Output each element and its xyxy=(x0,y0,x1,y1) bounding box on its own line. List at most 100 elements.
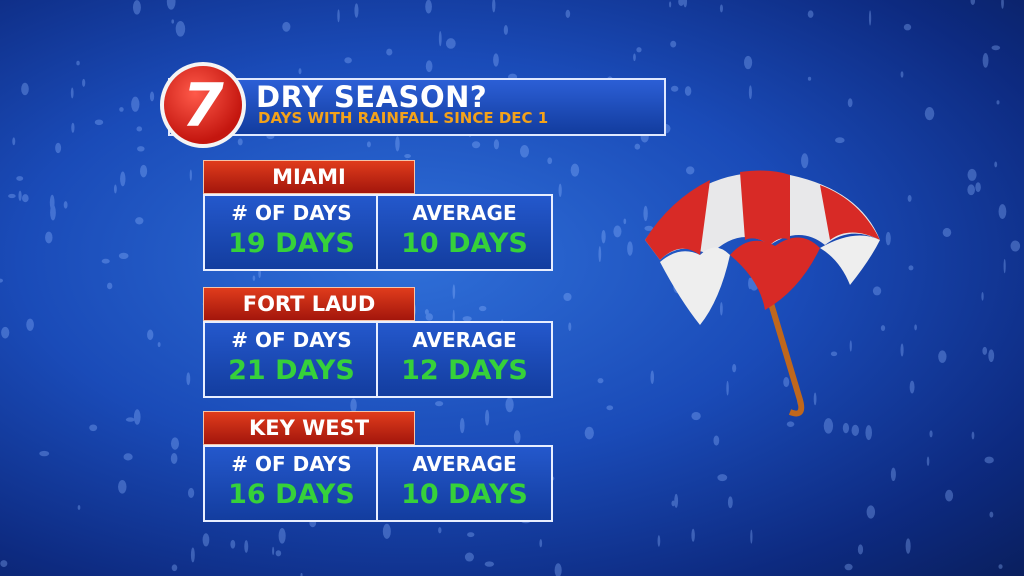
raindrop xyxy=(750,529,753,544)
raindrop xyxy=(230,539,236,549)
raindrop xyxy=(76,60,80,66)
raindrop xyxy=(900,71,904,78)
days-cell: # OF DAYS 16 DAYS xyxy=(203,445,380,522)
raindrop xyxy=(601,229,606,244)
raindrop xyxy=(120,171,126,187)
raindrop xyxy=(719,302,723,316)
raindrop xyxy=(924,107,935,121)
raindrop xyxy=(505,397,514,413)
raindrop xyxy=(123,453,133,461)
raindrop xyxy=(118,252,129,260)
raindrop xyxy=(175,21,186,37)
raindrop xyxy=(650,370,655,384)
raindrop xyxy=(131,96,140,112)
raindrop xyxy=(982,53,989,68)
raindrop xyxy=(783,376,790,388)
raindrop xyxy=(926,456,930,467)
raindrop xyxy=(170,452,178,465)
raindrop xyxy=(984,456,994,464)
raindrop xyxy=(89,424,98,432)
raindrop xyxy=(94,119,104,126)
raindrop xyxy=(107,282,113,290)
raindrop xyxy=(133,409,141,425)
average-cell: AVERAGE 10 DAYS xyxy=(376,445,553,522)
raindrop xyxy=(12,137,16,146)
raindrop xyxy=(132,0,141,15)
raindrop xyxy=(938,350,947,363)
raindrop xyxy=(866,505,876,519)
days-cell: # OF DAYS 21 DAYS xyxy=(203,321,380,398)
raindrop xyxy=(868,10,872,26)
raindrop xyxy=(942,227,952,237)
raindrop xyxy=(471,141,481,149)
raindrop xyxy=(597,378,604,384)
raindrop xyxy=(0,560,8,568)
raindrop xyxy=(157,342,161,347)
raindrop xyxy=(684,86,692,96)
raindrop xyxy=(425,313,433,321)
raindrop xyxy=(743,55,753,70)
raindrop xyxy=(272,546,275,556)
raindrop xyxy=(350,398,357,413)
raindrop xyxy=(50,204,56,221)
raindrop xyxy=(1010,240,1021,252)
raindrop xyxy=(140,164,148,178)
raindrop xyxy=(674,493,679,508)
raindrop xyxy=(643,205,648,222)
raindrop xyxy=(998,204,1007,219)
raindrop xyxy=(119,107,124,112)
raindrop xyxy=(565,9,571,19)
raindrop xyxy=(337,9,340,23)
raindrop xyxy=(998,564,1003,569)
raindrop xyxy=(683,0,688,8)
raindrop xyxy=(382,523,391,539)
raindrop xyxy=(170,437,180,450)
raindrop xyxy=(967,168,977,181)
days-label: # OF DAYS xyxy=(231,328,352,352)
raindrop xyxy=(71,122,75,133)
raindrop xyxy=(857,544,864,555)
raindrop xyxy=(202,533,210,547)
raindrop xyxy=(691,411,701,421)
average-value: 10 DAYS xyxy=(401,479,528,510)
raindrop xyxy=(880,325,886,331)
average-value: 12 DAYS xyxy=(401,355,528,386)
raindrop xyxy=(1001,0,1004,9)
raindrop xyxy=(187,487,195,498)
raindrop xyxy=(298,68,302,75)
raindrop xyxy=(136,126,143,132)
raindrop xyxy=(16,176,24,181)
raindrop xyxy=(851,424,860,436)
raindrop xyxy=(732,364,737,373)
city-name: FORT LAUD xyxy=(203,287,415,321)
raindrop xyxy=(101,258,110,264)
raindrop xyxy=(644,225,654,231)
raindrop xyxy=(39,450,50,457)
raindrop xyxy=(485,409,490,426)
average-label: AVERAGE xyxy=(412,452,517,476)
raindrop xyxy=(823,418,834,434)
raindrop xyxy=(691,528,695,542)
raindrop xyxy=(726,380,729,396)
header-bar xyxy=(168,78,666,136)
raindrop xyxy=(981,291,984,301)
raindrop xyxy=(717,474,728,482)
raindrop xyxy=(166,0,176,10)
raindrop xyxy=(189,169,192,181)
raindrop xyxy=(244,540,249,553)
raindrop xyxy=(634,143,641,150)
raindrop xyxy=(801,153,809,169)
raindrop xyxy=(438,31,442,47)
raindrop xyxy=(627,241,633,256)
raindrop xyxy=(21,82,29,96)
raindrop xyxy=(713,435,720,446)
logo: 7 xyxy=(160,62,246,148)
raindrop xyxy=(686,166,695,175)
raindrop xyxy=(493,139,500,150)
raindrop xyxy=(467,532,475,538)
raindrop xyxy=(975,182,981,193)
raindrop xyxy=(584,426,594,440)
raindrop xyxy=(186,372,191,386)
raindrop xyxy=(636,47,642,53)
